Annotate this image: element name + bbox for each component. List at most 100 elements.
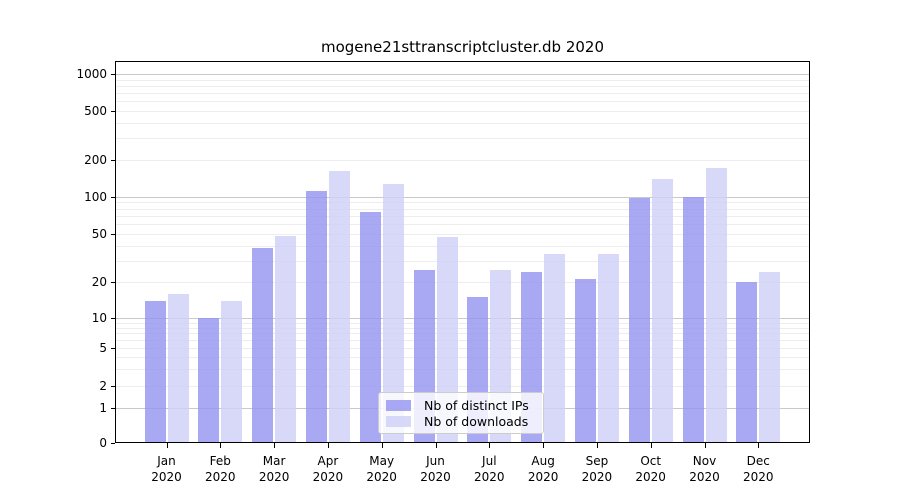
y-tick-mark bbox=[111, 111, 115, 112]
legend-swatch-distinct-ips bbox=[386, 399, 411, 411]
x-tick-mark bbox=[758, 443, 760, 448]
x-tick-mark bbox=[543, 443, 545, 448]
x-tick-mark bbox=[166, 443, 168, 448]
x-tick-label-line: Apr bbox=[317, 454, 339, 468]
x-tick-mark bbox=[704, 443, 706, 448]
x-tick-label-line: Oct bbox=[640, 454, 662, 468]
y-tick-label: 200 bbox=[84, 152, 107, 167]
bar-downloads bbox=[651, 178, 673, 443]
x-tick-label: Sep 2020 bbox=[567, 453, 627, 485]
legend-label-downloads: Nb of downloads bbox=[424, 413, 529, 429]
x-tick-label-line: 2020 bbox=[474, 470, 505, 484]
y-tick-label: 50 bbox=[91, 227, 107, 241]
x-tick-label: Jun 2020 bbox=[406, 453, 466, 485]
x-tick-label-line: Sep bbox=[585, 454, 609, 468]
gridline-minor bbox=[115, 101, 810, 103]
x-tick-mark bbox=[220, 443, 222, 448]
bar-downloads bbox=[759, 272, 781, 443]
x-tick-label-line: Feb bbox=[209, 454, 231, 468]
y-tick-mark bbox=[111, 196, 115, 198]
bar-downloads bbox=[597, 254, 619, 443]
bar-downloads bbox=[544, 254, 566, 443]
x-tick-label-line: 2020 bbox=[635, 470, 666, 484]
bar-distinct-ips bbox=[628, 198, 650, 443]
gridline-major bbox=[115, 74, 810, 75]
y-tick-label: 1000 bbox=[76, 67, 107, 81]
x-tick-label-line: Dec bbox=[746, 454, 770, 468]
y-tick-mark bbox=[111, 348, 115, 349]
y-tick-mark bbox=[111, 282, 115, 283]
gridline-minor bbox=[115, 357, 810, 359]
x-tick-label-line: 2020 bbox=[366, 470, 397, 484]
gridline-minor bbox=[115, 85, 810, 87]
y-tick-label: 5 bbox=[99, 341, 107, 355]
y-tick-mark bbox=[111, 386, 115, 387]
gridline-minor bbox=[115, 202, 810, 204]
bar-downloads bbox=[436, 237, 458, 443]
bar-downloads bbox=[705, 168, 727, 443]
gridline-minor bbox=[115, 340, 810, 342]
gridline-minor bbox=[115, 260, 810, 262]
x-tick-label: May 2020 bbox=[352, 453, 412, 485]
bar-downloads bbox=[167, 293, 189, 443]
y-tick-label: 500 bbox=[84, 104, 107, 118]
x-tick-label: Apr 2020 bbox=[298, 453, 358, 485]
bar-downloads bbox=[328, 171, 350, 443]
y-tick-label: 10 bbox=[91, 311, 107, 325]
bar-distinct-ips bbox=[144, 300, 166, 443]
x-tick-label-line: Jan bbox=[157, 454, 176, 468]
x-tick-label-line: 2020 bbox=[581, 470, 613, 484]
gridline-minor bbox=[115, 245, 810, 247]
gridline-minor bbox=[115, 122, 810, 124]
x-tick-label: Mar 2020 bbox=[244, 453, 304, 485]
gridline-minor bbox=[115, 386, 810, 387]
gridline-minor bbox=[115, 159, 810, 161]
gridline-minor bbox=[115, 282, 810, 283]
y-tick-label: 0 bbox=[99, 436, 107, 450]
y-tick-mark bbox=[111, 234, 115, 235]
x-tick-label-line: 2020 bbox=[151, 470, 182, 484]
gridline-minor bbox=[115, 79, 810, 81]
y-tick-mark bbox=[111, 159, 115, 161]
gridline-minor bbox=[115, 208, 810, 210]
gridline-minor bbox=[115, 138, 810, 140]
x-tick-label-line: Nov bbox=[692, 454, 717, 468]
x-tick-label: Aug 2020 bbox=[513, 453, 573, 485]
gridline-minor bbox=[115, 327, 810, 329]
gridline-minor bbox=[115, 333, 810, 335]
x-tick-label-line: Mar bbox=[262, 454, 286, 468]
x-tick-label-line: Jun bbox=[426, 454, 445, 468]
x-tick-label-line: Aug bbox=[531, 454, 555, 468]
gridline-minor bbox=[115, 224, 810, 226]
bar-downloads bbox=[275, 236, 297, 443]
x-tick-mark bbox=[489, 443, 491, 448]
x-tick-label: Oct 2020 bbox=[621, 453, 681, 485]
x-tick-label-line: 2020 bbox=[312, 470, 344, 484]
bar-distinct-ips bbox=[359, 212, 381, 443]
gridline-major bbox=[115, 196, 810, 198]
y-tick-mark bbox=[111, 318, 115, 319]
y-tick-label: 2 bbox=[99, 379, 107, 393]
legend-box: Nb of distinct IPs Nb of downloads bbox=[378, 392, 544, 434]
x-tick-label: Jan 2020 bbox=[137, 453, 197, 485]
gridline-minor bbox=[115, 348, 810, 349]
x-tick-mark bbox=[274, 443, 276, 448]
bar-downloads bbox=[221, 300, 243, 443]
x-tick-label: Nov 2020 bbox=[675, 453, 735, 485]
x-tick-mark bbox=[650, 443, 652, 448]
x-tick-label-line: 2020 bbox=[743, 470, 774, 484]
x-tick-label: Feb 2020 bbox=[190, 453, 250, 485]
gridline-minor bbox=[115, 234, 810, 235]
gridline-major bbox=[115, 318, 810, 319]
legend-swatch-downloads bbox=[386, 415, 411, 427]
y-tick-mark bbox=[111, 74, 115, 75]
y-tick-label: 20 bbox=[91, 275, 107, 289]
x-tick-mark bbox=[596, 443, 598, 448]
legend-row-downloads: Nb of downloads bbox=[386, 413, 535, 429]
x-tick-label: Jul 2020 bbox=[459, 453, 519, 485]
legend-label-distinct-ips: Nb of distinct IPs bbox=[424, 397, 529, 413]
x-tick-label-line: 2020 bbox=[527, 470, 559, 484]
y-tick-label: 1 bbox=[99, 401, 107, 415]
bar-distinct-ips bbox=[305, 191, 327, 443]
